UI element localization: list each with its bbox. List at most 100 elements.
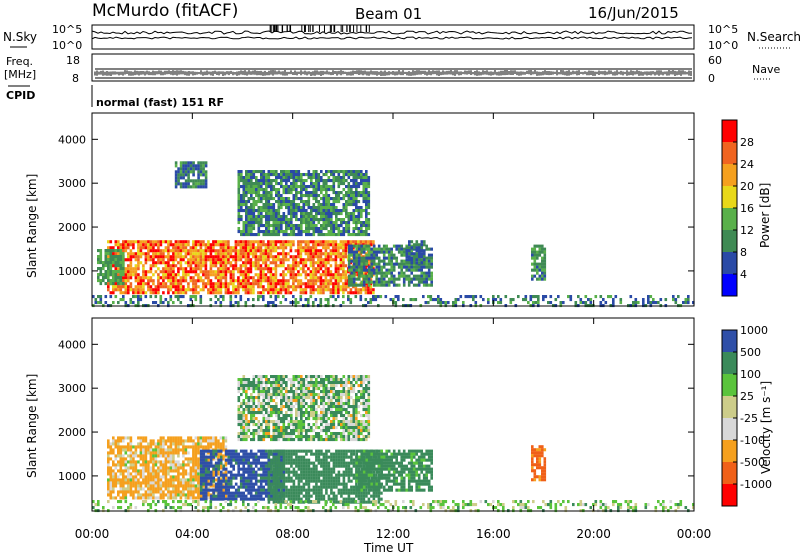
heatmap-cell [194, 258, 198, 262]
heatmap-cell [360, 283, 363, 287]
heatmap-cell [182, 164, 185, 168]
heatmap-cell [259, 285, 263, 289]
heatmap-cell [197, 258, 200, 262]
heatmap-cell [214, 454, 218, 458]
heatmap-cell [164, 261, 168, 265]
heatmap-cell [219, 451, 223, 455]
heatmap-cell [129, 276, 133, 280]
heatmap-cell [531, 253, 534, 257]
heatmap-cell [152, 279, 155, 283]
heatmap-cell [264, 276, 268, 280]
heatmap-cell [344, 240, 348, 244]
heatmap-cell [274, 246, 278, 250]
heatmap-cell [112, 478, 115, 482]
heatmap-cell [329, 252, 333, 256]
heatmap-cell [370, 256, 373, 260]
heatmap-cell [139, 493, 143, 497]
heatmap-cell [302, 194, 306, 198]
heatmap-cell [320, 215, 323, 219]
heatmap-cell [352, 194, 356, 198]
heatmap-cell [315, 200, 318, 204]
heatmap-cell [164, 298, 168, 302]
heatmap-cell [124, 279, 128, 283]
heatmap-cell [410, 252, 414, 256]
heatmap-cell [159, 276, 163, 280]
heatmap-cell [229, 298, 233, 302]
heatmap-cell [344, 249, 348, 253]
heatmap-cell [239, 485, 243, 489]
heatmap-cell [182, 481, 185, 485]
heatmap-cell [299, 288, 303, 292]
heatmap-cell [299, 255, 303, 259]
heatmap-cell [122, 267, 125, 271]
heatmap-cell [360, 256, 363, 260]
heatmap-cell [154, 240, 158, 244]
heatmap-cell [267, 170, 271, 174]
heatmap-cell [159, 487, 163, 491]
heatmap-cell [139, 298, 143, 302]
heatmap-cell [367, 288, 370, 292]
heatmap-cell [260, 215, 263, 219]
heatmap-cell [199, 442, 203, 446]
heatmap-cell [207, 282, 210, 286]
heatmap-cell [109, 496, 113, 500]
heatmap-cell [364, 298, 368, 302]
heatmap-cell [350, 250, 353, 254]
heatmap-cell [164, 285, 168, 289]
heatmap-cell [182, 249, 185, 253]
heatmap-cell [297, 270, 300, 274]
heatmap-cell [272, 188, 276, 192]
heatmap-cell [314, 298, 318, 302]
heatmap-cell [314, 276, 318, 280]
heatmap-cell [254, 246, 258, 250]
heatmap-cell [194, 282, 198, 286]
heatmap-cell [300, 173, 303, 177]
heatmap-cell [229, 464, 233, 468]
heatmap-cell [274, 267, 278, 271]
heatmap-cell [344, 276, 348, 280]
heatmap-cell [427, 247, 431, 251]
heatmap-cell [372, 262, 376, 266]
heatmap-cell [139, 243, 143, 247]
heatmap-cell [369, 301, 373, 305]
heatmap-cell [367, 283, 371, 287]
heatmap-cell [652, 301, 655, 305]
heatmap-cell [342, 276, 345, 280]
heatmap-cell [352, 265, 356, 269]
heatmap-cell [280, 224, 283, 228]
heatmap-cell [167, 276, 170, 280]
heatmap-cell [134, 252, 138, 256]
heatmap-cell [229, 485, 233, 489]
heatmap-cell [264, 261, 268, 265]
heatmap-cell [169, 493, 173, 497]
heatmap-cell [257, 243, 260, 247]
heatmap-cell [297, 203, 301, 207]
heatmap-cell [339, 261, 343, 265]
heatmap-cell [214, 261, 218, 265]
heatmap-cell [347, 283, 351, 287]
heatmap-cell [357, 191, 361, 195]
heatmap-cell [139, 240, 143, 244]
heatmap-cell [157, 487, 160, 491]
heatmap-cell [257, 215, 261, 219]
heatmap-cell [217, 469, 220, 473]
heatmap-cell [144, 436, 148, 440]
heatmap-cell [292, 224, 296, 228]
heatmap-cell [367, 221, 371, 225]
heatmap-cell [214, 255, 218, 259]
heatmap-cell [222, 476, 225, 480]
heatmap-cell [197, 261, 200, 265]
heatmap-cell [189, 469, 193, 473]
heatmap-cell [222, 491, 225, 495]
heatmap-cell [309, 240, 313, 244]
heatmap-cell [350, 179, 353, 183]
heatmap-cell [365, 274, 368, 278]
heatmap-cell [139, 487, 143, 491]
heatmap-cell [282, 258, 285, 262]
heatmap-cell [325, 233, 328, 237]
heatmap-cell [219, 282, 223, 286]
heatmap-cell [159, 298, 163, 302]
heatmap-cell [270, 194, 273, 198]
heatmap-cell [292, 215, 296, 219]
heatmap-cell [272, 301, 275, 305]
